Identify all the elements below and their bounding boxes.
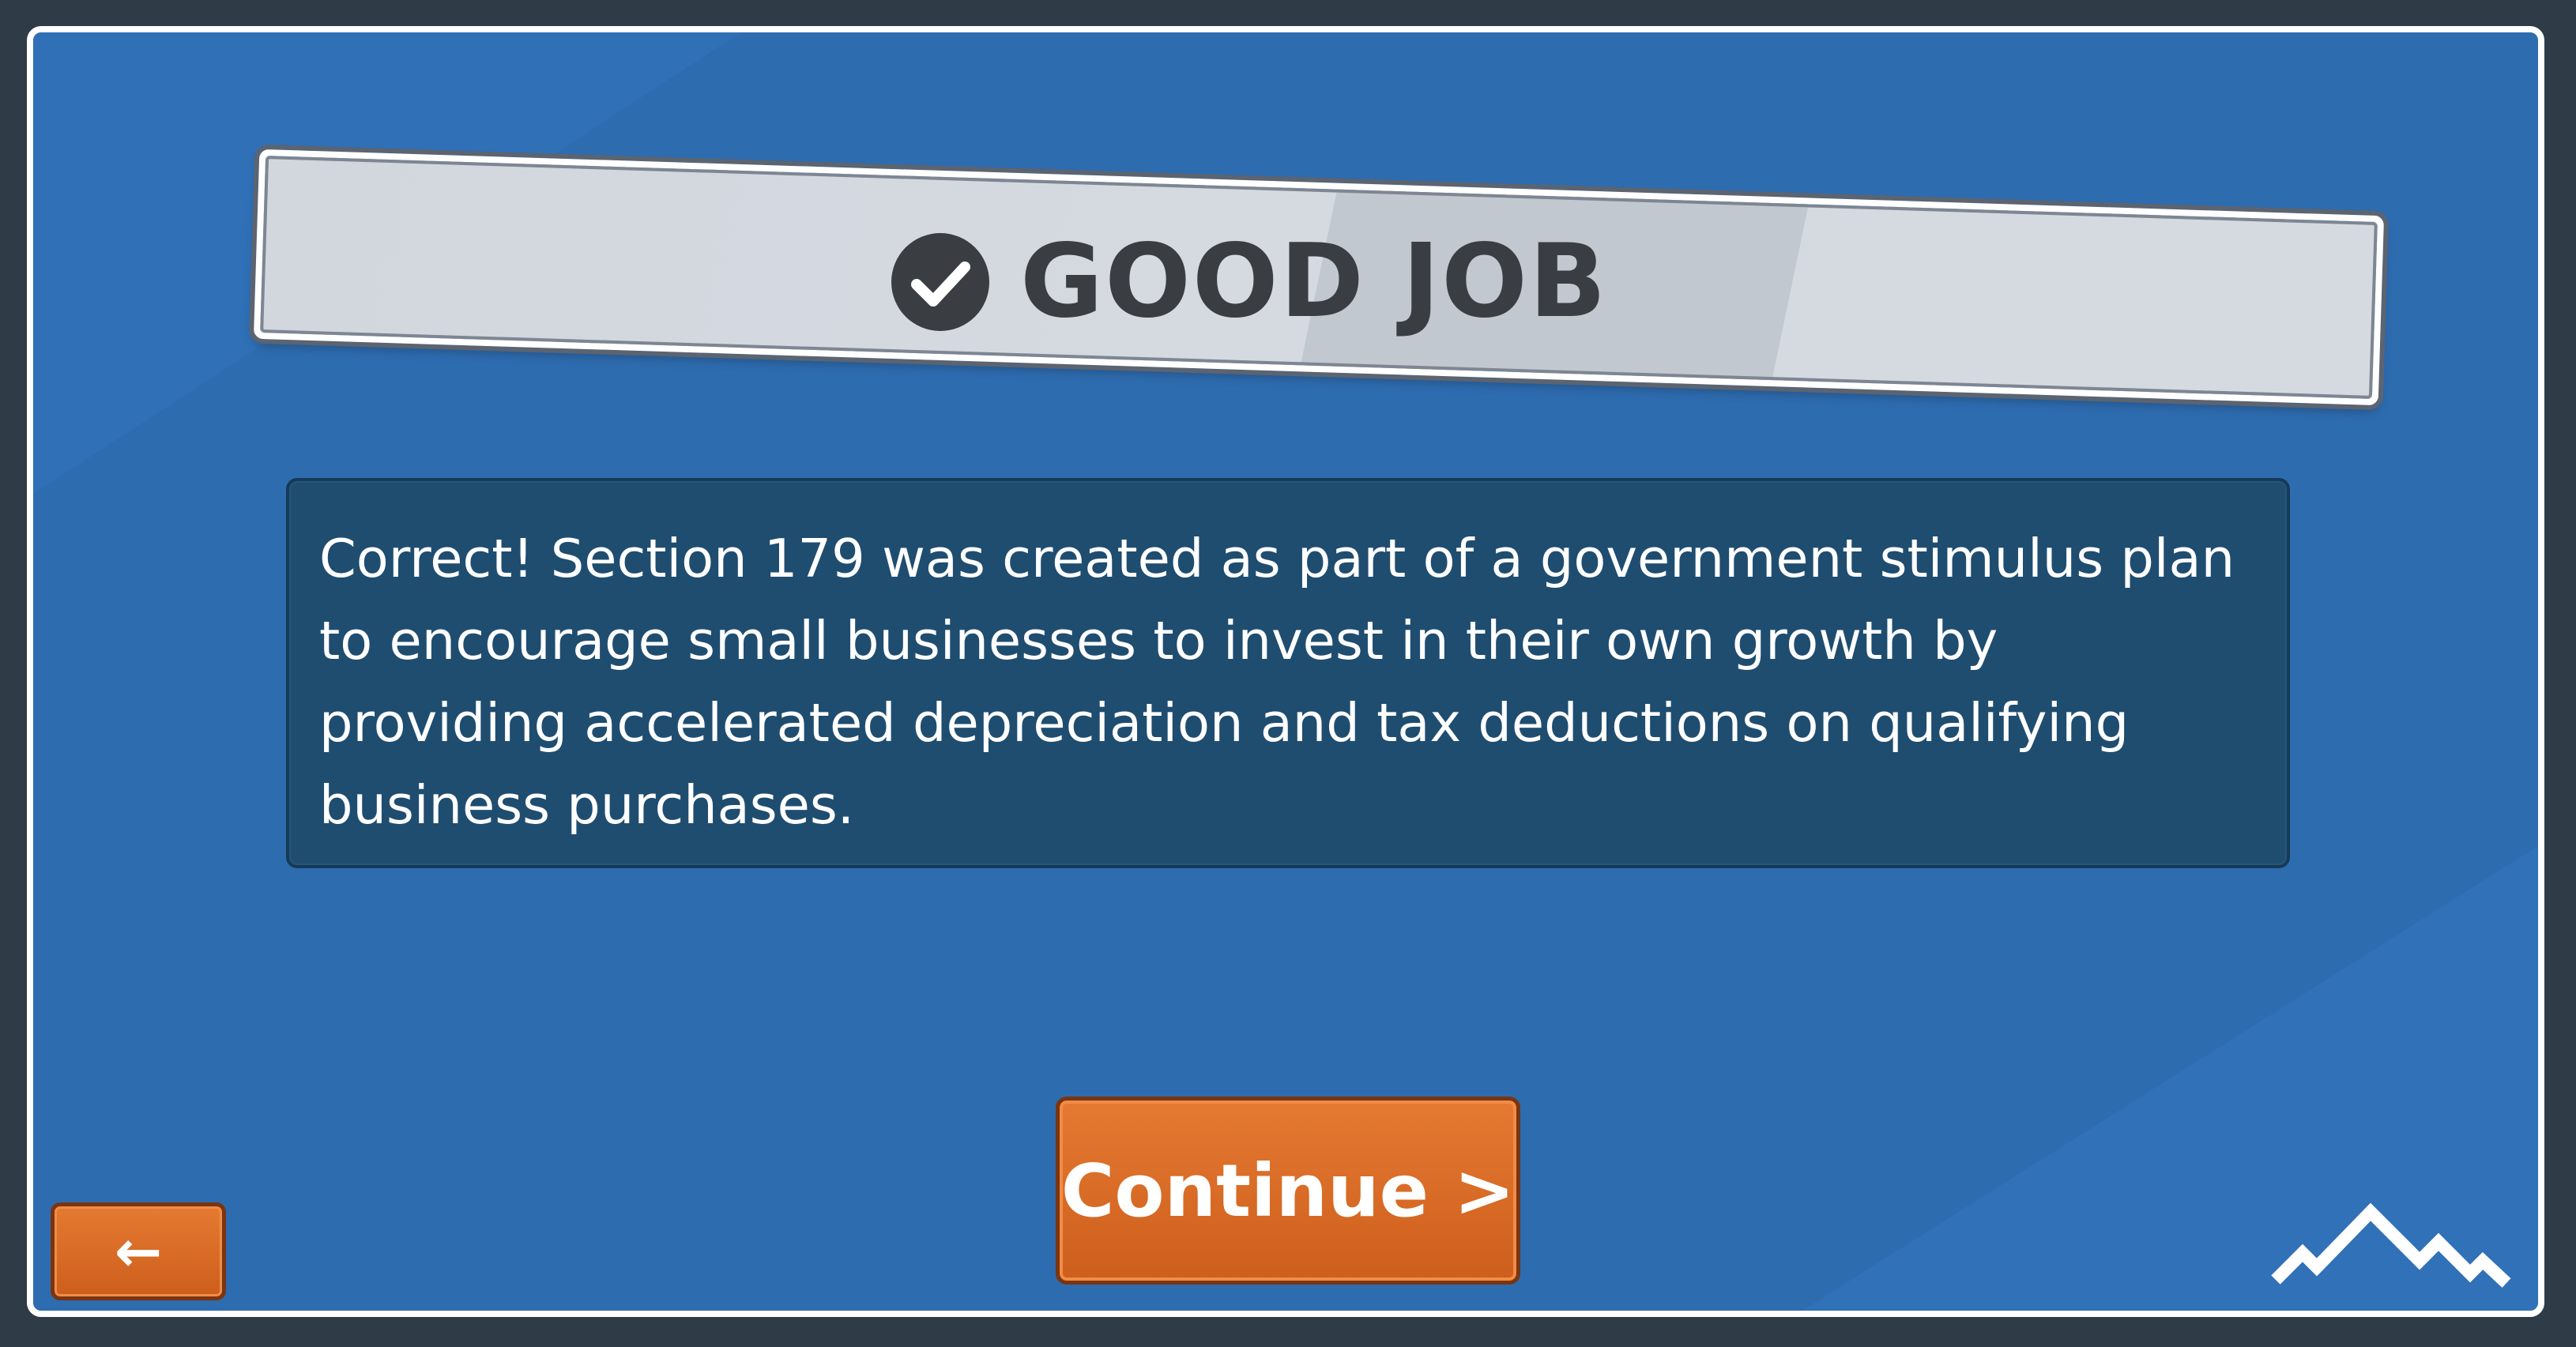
back-arrow-icon: ← (114, 1218, 163, 1285)
checkmark-circle-icon (891, 233, 989, 331)
banner-title: GOOD JOB (1020, 223, 1608, 341)
banner-heading: GOOD JOB (889, 231, 1608, 333)
feedback-message-box: Correct! Section 179 was created as part… (286, 478, 2290, 868)
mountains-logo-icon (2271, 1202, 2511, 1288)
feedback-message: Correct! Section 179 was created as part… (319, 528, 2235, 836)
back-button[interactable]: ← (51, 1202, 226, 1300)
continue-button[interactable]: Continue > (1056, 1097, 1520, 1285)
